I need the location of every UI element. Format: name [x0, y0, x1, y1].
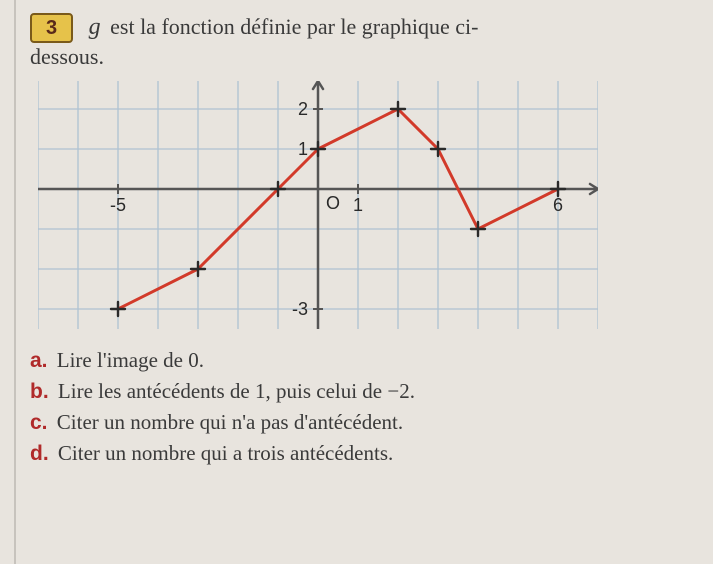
- svg-text:1: 1: [298, 139, 308, 159]
- function-variable: g: [87, 14, 105, 40]
- question-c: c. Citer un nombre qui n'a pas d'antécéd…: [30, 407, 693, 438]
- svg-text:6: 6: [553, 195, 563, 215]
- question-a: a. Lire l'image de 0.: [30, 345, 693, 376]
- chart-container: O -5 1 6 2 1 -3: [38, 81, 693, 329]
- svg-text:2: 2: [298, 99, 308, 119]
- question-letter: a.: [30, 349, 48, 372]
- svg-text:O: O: [326, 193, 340, 213]
- question-b: b. Lire les antécédents de 1, puis celui…: [30, 376, 693, 407]
- question-list: a. Lire l'image de 0. b. Lire les antécé…: [30, 345, 693, 469]
- prompt-line-2: dessous.: [30, 43, 693, 71]
- question-text: Citer un nombre qui n'a pas d'antécédent…: [57, 410, 403, 434]
- question-text: Lire l'image de 0.: [57, 348, 204, 372]
- question-text: Lire les antécédents de 1, puis celui de…: [58, 379, 415, 403]
- svg-text:-3: -3: [292, 299, 308, 319]
- question-d: d. Citer un nombre qui a trois antécéden…: [30, 438, 693, 469]
- question-text: Citer un nombre qui a trois antécédents.: [58, 441, 393, 465]
- question-letter: d.: [30, 442, 49, 465]
- exercise-header: 3 g est la fonction définie par le graph…: [30, 12, 693, 71]
- prompt-rest-1: est la fonction définie par le graphique…: [105, 14, 479, 39]
- prompt-line-1: 3 g est la fonction définie par le graph…: [30, 14, 478, 39]
- function-graph: O -5 1 6 2 1 -3: [38, 81, 598, 329]
- exercise-number-badge: 3: [30, 13, 73, 43]
- svg-text:-5: -5: [110, 195, 126, 215]
- question-letter: b.: [30, 380, 49, 403]
- question-letter: c.: [30, 411, 48, 434]
- svg-text:1: 1: [353, 195, 363, 215]
